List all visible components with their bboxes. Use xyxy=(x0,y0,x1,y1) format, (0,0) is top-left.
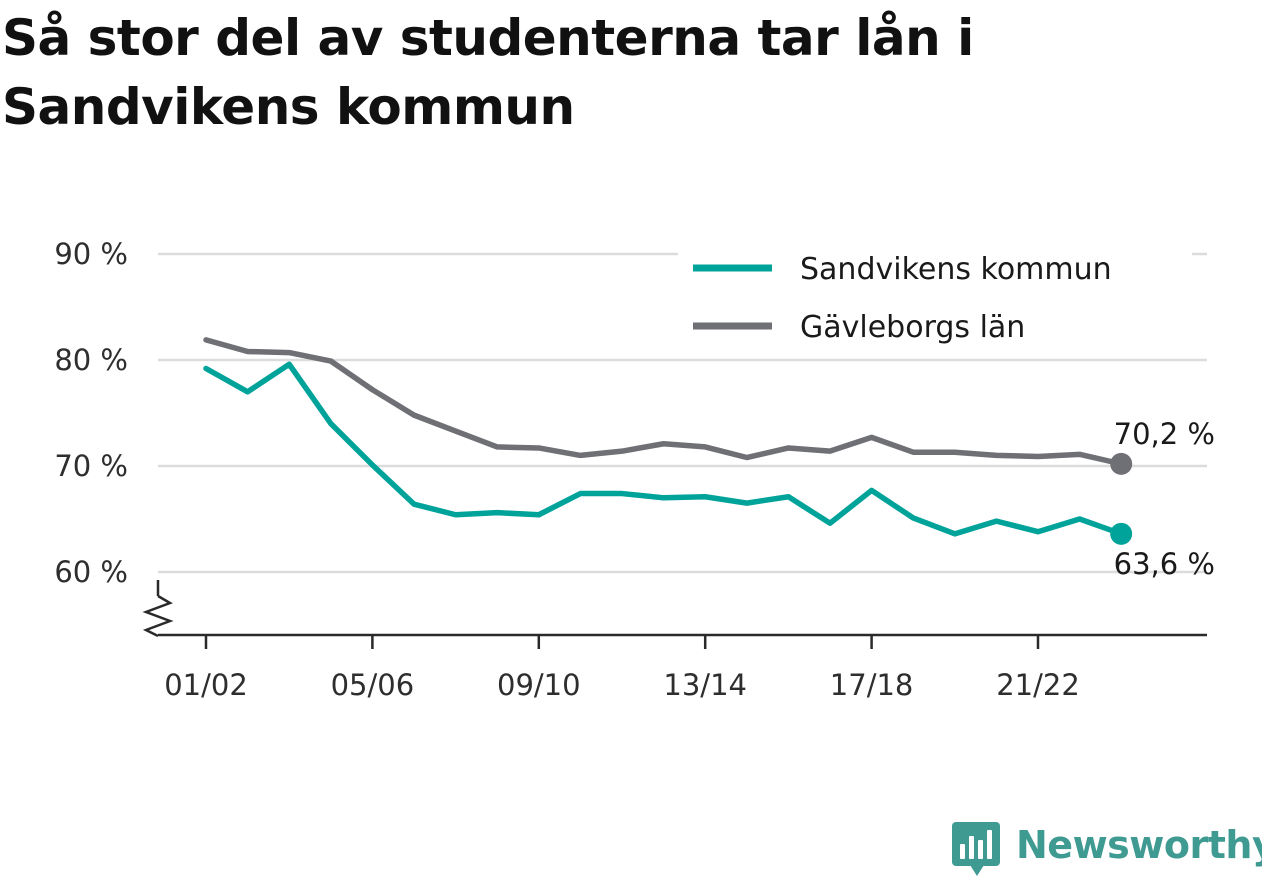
x-tick-label: 01/02 xyxy=(164,668,248,702)
legend-background xyxy=(678,238,1192,358)
x-tick-label: 09/10 xyxy=(497,668,581,702)
legend: Sandvikens kommun Gävleborgs län xyxy=(678,238,1192,358)
y-tick-label: 80 % xyxy=(54,343,128,377)
y-axis-tick-labels: 60 % 70 % 80 % 90 % xyxy=(54,237,128,589)
x-tick-label: 17/18 xyxy=(830,668,914,702)
x-axis-tick-labels: 01/02 05/06 09/10 13/14 17/18 21/22 xyxy=(164,635,1080,702)
series-end-label: 63,6 % xyxy=(1114,547,1215,581)
y-tick-label: 70 % xyxy=(54,449,128,483)
series-end-label: 70,2 % xyxy=(1114,417,1215,451)
series-lines xyxy=(203,337,1124,537)
axes xyxy=(142,580,1207,638)
brand-name: Newsworthy xyxy=(1016,823,1262,867)
y-tick-label: 60 % xyxy=(54,555,128,589)
chart-title: Så stor del av studenterna tar lån i San… xyxy=(2,9,974,136)
x-tick-label: 13/14 xyxy=(663,668,747,702)
series-end-point xyxy=(1110,522,1133,545)
brand-logo: Newsworthy xyxy=(950,820,1262,878)
x-tick-label: 21/22 xyxy=(996,668,1080,702)
legend-label: Sandvikens kommun xyxy=(800,252,1112,287)
legend-label: Gävleborgs län xyxy=(800,310,1025,345)
x-tick-label: 05/06 xyxy=(331,668,415,702)
series-line-sandvikens-kommun xyxy=(203,361,1124,537)
bar-chart-speech-bubble-icon xyxy=(952,822,1000,876)
series-end-point xyxy=(1110,452,1133,475)
series-end-points: 70,2 % 63,6 % xyxy=(1110,417,1215,581)
series-line-gavleborgs-lan xyxy=(203,337,1124,467)
y-axis-break xyxy=(142,594,174,638)
y-tick-label: 90 % xyxy=(54,237,128,271)
